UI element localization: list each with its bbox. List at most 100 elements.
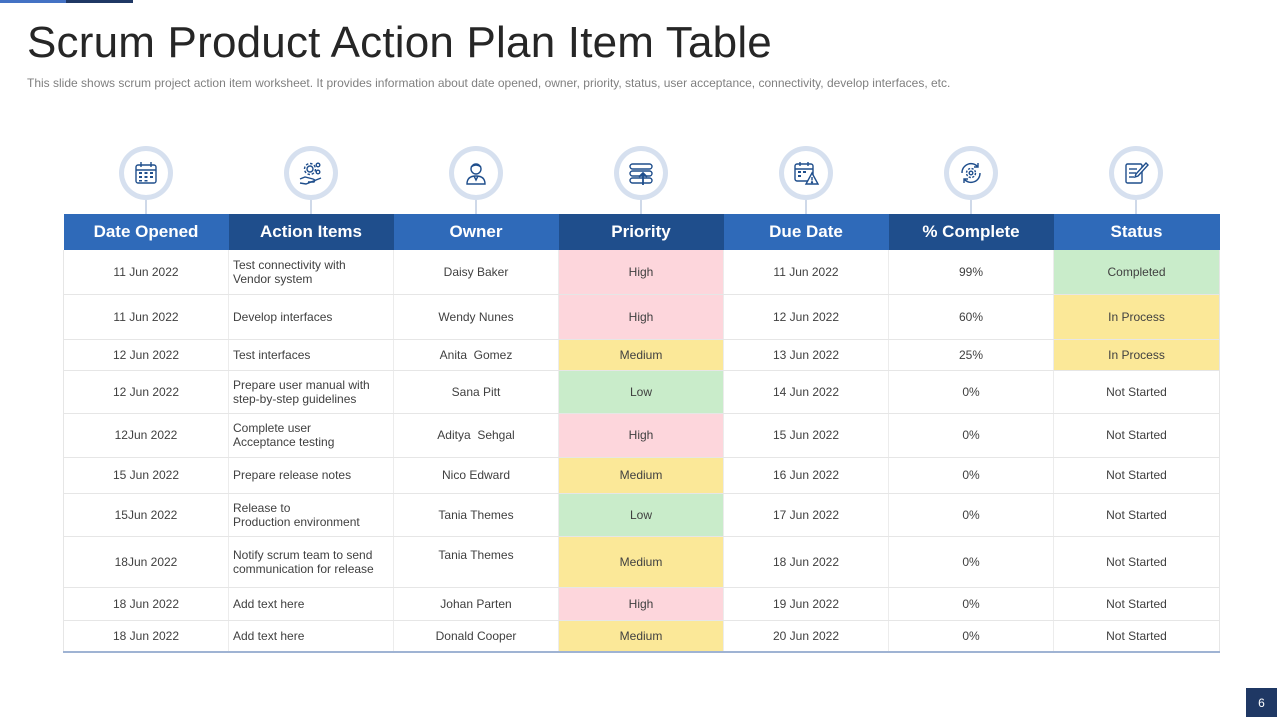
cell-complete: 0% [888, 370, 1054, 414]
icon-cell-complete [889, 146, 1054, 214]
cell-action: Release to Production environment [228, 493, 394, 537]
header-date-opened: Date Opened [63, 214, 229, 250]
cell-owner: Tania Themes [393, 493, 559, 537]
cell-status: Completed [1053, 250, 1220, 295]
cell-priority: High [558, 294, 724, 340]
cell-owner: Daisy Baker [393, 250, 559, 295]
table-row: 15Jun 2022 Release to Production environ… [63, 493, 1220, 537]
cell-action: Develop interfaces [228, 294, 394, 340]
cell-date-opened: 18Jun 2022 [63, 536, 229, 588]
cell-priority: High [558, 250, 724, 295]
cell-action: Add text here [228, 620, 394, 653]
cell-due-date: 18 Jun 2022 [723, 536, 889, 588]
table-header: Date Opened Action Items Owner Priority … [63, 214, 1220, 250]
cell-priority: High [558, 413, 724, 458]
cell-date-opened: 12 Jun 2022 [63, 370, 229, 414]
cell-owner: Nico Edward [393, 457, 559, 494]
cell-complete: 0% [888, 413, 1054, 458]
cell-status: In Process [1053, 339, 1220, 371]
cell-priority: High [558, 587, 724, 621]
cell-complete: 0% [888, 536, 1054, 588]
header-priority: Priority [558, 214, 724, 250]
cell-owner: Aditya Sehgal [393, 413, 559, 458]
top-accent-bar [0, 0, 133, 3]
cell-complete: 0% [888, 587, 1054, 621]
cell-priority: Medium [558, 620, 724, 653]
cell-priority: Low [558, 493, 724, 537]
icon-cell-action-items [228, 146, 393, 214]
cell-complete: 0% [888, 493, 1054, 537]
calendar-icon [134, 162, 157, 184]
cell-action: Test connectivity with Vendor system [228, 250, 394, 295]
header-owner: Owner [393, 214, 559, 250]
cell-priority: Medium [558, 536, 724, 588]
user-icon [466, 163, 486, 185]
cell-date-opened: 12 Jun 2022 [63, 339, 229, 371]
cell-complete: 60% [888, 294, 1054, 340]
cell-due-date: 14 Jun 2022 [723, 370, 889, 414]
cell-due-date: 20 Jun 2022 [723, 620, 889, 653]
table-row: 11 Jun 2022 Develop interfaces Wendy Nun… [63, 294, 1220, 340]
page-number: 6 [1246, 688, 1277, 717]
table-row: 12 Jun 2022 Prepare user manual with ste… [63, 370, 1220, 414]
cell-due-date: 16 Jun 2022 [723, 457, 889, 494]
cell-status: Not Started [1053, 536, 1220, 588]
cell-due-date: 12 Jun 2022 [723, 294, 889, 340]
cell-due-date: 13 Jun 2022 [723, 339, 889, 371]
cell-action: Test interfaces [228, 339, 394, 371]
cell-owner: Sana Pitt [393, 370, 559, 414]
cell-priority: Medium [558, 457, 724, 494]
table-row: 12Jun 2022 Complete user Acceptance test… [63, 413, 1220, 458]
cell-complete: 0% [888, 620, 1054, 653]
cell-action: Prepare release notes [228, 457, 394, 494]
cell-date-opened: 18 Jun 2022 [63, 620, 229, 653]
header-status: Status [1053, 214, 1220, 250]
cell-owner: Donald Cooper [393, 620, 559, 653]
header-action-items: Action Items [228, 214, 394, 250]
cell-date-opened: 11 Jun 2022 [63, 250, 229, 295]
cell-status: Not Started [1053, 493, 1220, 537]
cell-action: Prepare user manual with step-by-step gu… [228, 370, 394, 414]
table-row: 18Jun 2022 Notify scrum team to send com… [63, 536, 1220, 588]
cell-due-date: 19 Jun 2022 [723, 587, 889, 621]
cell-status: Not Started [1053, 587, 1220, 621]
icon-cell-priority [558, 146, 723, 214]
header-due-date: Due Date [723, 214, 889, 250]
table-row: 12 Jun 2022 Test interfaces Anita Gomez … [63, 339, 1220, 371]
cell-owner: Anita Gomez [393, 339, 559, 371]
cell-complete: 99% [888, 250, 1054, 295]
cell-date-opened: 15 Jun 2022 [63, 457, 229, 494]
calendar-warning-icon [794, 162, 820, 185]
top-accent-bar-dark [66, 0, 133, 3]
cell-complete: 25% [888, 339, 1054, 371]
cell-action: Notify scrum team to send communication … [228, 536, 394, 588]
action-plan-table: Date Opened Action Items Owner Priority … [63, 214, 1220, 653]
cell-status: Not Started [1053, 413, 1220, 458]
icon-cell-status [1054, 146, 1219, 214]
table-row: 18 Jun 2022 Add text here Johan Parten H… [63, 587, 1220, 621]
cell-date-opened: 11 Jun 2022 [63, 294, 229, 340]
header-complete: % Complete [888, 214, 1054, 250]
page-subtitle: This slide shows scrum project action it… [27, 76, 951, 90]
table-row: 15 Jun 2022 Prepare release notes Nico E… [63, 457, 1220, 494]
cell-status: In Process [1053, 294, 1220, 340]
icon-cell-owner [393, 146, 558, 214]
cell-action: Add text here [228, 587, 394, 621]
cell-owner: Johan Parten [393, 587, 559, 621]
column-icons [63, 146, 1219, 214]
icon-cell-due-date [724, 146, 889, 214]
cell-status: Not Started [1053, 370, 1220, 414]
notepad-pen-icon [1125, 161, 1150, 184]
cell-date-opened: 18 Jun 2022 [63, 587, 229, 621]
stack-priority-icon [629, 163, 653, 185]
cell-due-date: 17 Jun 2022 [723, 493, 889, 537]
icon-cell-date-opened [63, 146, 228, 214]
cell-owner: Tania Themes [393, 536, 559, 588]
cell-due-date: 11 Jun 2022 [723, 250, 889, 295]
table-body: 11 Jun 2022 Test connectivity with Vendo… [63, 250, 1220, 653]
cell-priority: Low [558, 370, 724, 414]
page-title: Scrum Product Action Plan Item Table [27, 18, 772, 67]
cell-owner: Wendy Nunes [393, 294, 559, 340]
cell-status: Not Started [1053, 620, 1220, 653]
cell-date-opened: 15Jun 2022 [63, 493, 229, 537]
